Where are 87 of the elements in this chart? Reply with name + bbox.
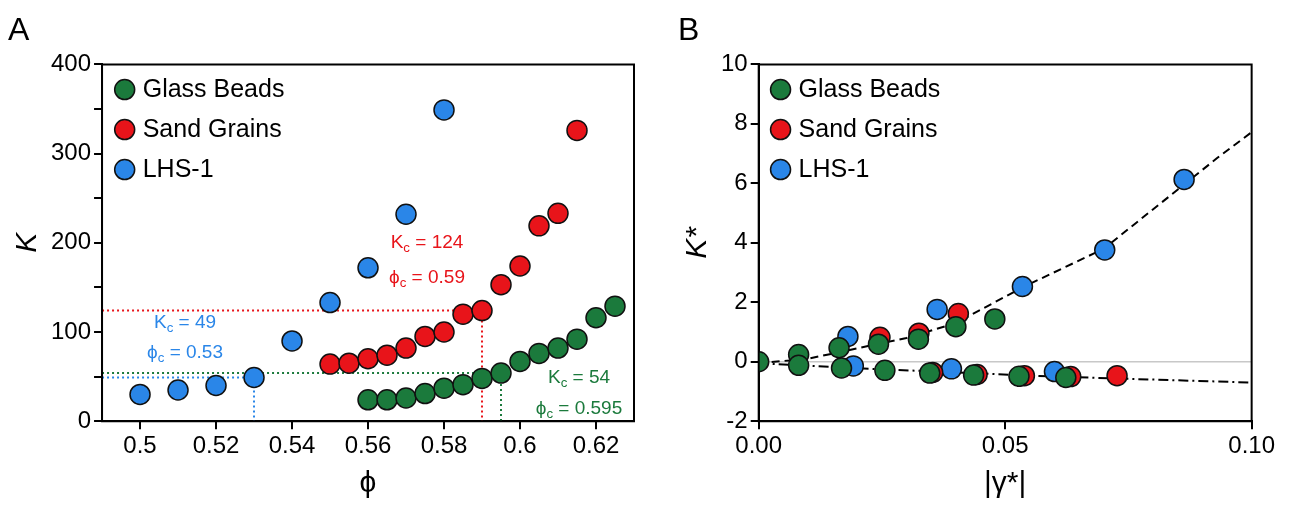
- y-tick-label: 10: [720, 49, 748, 77]
- point: [528, 215, 550, 237]
- point: [395, 203, 417, 226]
- point: [414, 325, 436, 348]
- point: [547, 202, 569, 225]
- chart-title: B: [678, 11, 700, 48]
- point: [604, 295, 626, 317]
- point: [414, 382, 436, 405]
- legend-label: Glass Beads: [142, 74, 285, 103]
- point: [471, 367, 493, 390]
- x-tick-label: 0.62: [572, 431, 620, 459]
- point: [490, 273, 512, 296]
- point: [433, 99, 455, 121]
- point: [395, 387, 417, 409]
- point: [830, 357, 853, 379]
- point: [509, 350, 531, 373]
- point: [433, 321, 455, 343]
- point: [566, 119, 588, 142]
- y-tick-label: 8: [734, 108, 748, 136]
- point: [471, 299, 493, 322]
- x-tick-label: 0.6: [503, 431, 537, 459]
- point: [926, 298, 948, 321]
- point: [129, 383, 151, 406]
- legend-label: LHS-1: [142, 154, 214, 183]
- point: [357, 348, 379, 370]
- point: [319, 353, 341, 375]
- chart-title: A: [8, 11, 30, 48]
- y-tick-label: 300: [51, 138, 92, 166]
- legend-label: Sand Grains: [798, 114, 938, 143]
- y-tick-label: 0: [734, 346, 748, 374]
- point: [1173, 168, 1195, 191]
- legend-label: LHS-1: [798, 154, 870, 183]
- point: [490, 362, 512, 384]
- point: [940, 358, 963, 380]
- x-tick-label: 0.05: [981, 431, 1029, 459]
- x-tick-label: 0.54: [268, 431, 316, 459]
- x-tick-label: 0.5: [123, 431, 157, 459]
- y-axis-title: K*: [679, 225, 713, 259]
- point: [1008, 365, 1030, 388]
- y-tick-label: 400: [51, 49, 92, 77]
- y-tick-label: 6: [734, 167, 748, 195]
- x-tick-label: 0.58: [420, 431, 468, 459]
- legend-label: Glass Beads: [798, 74, 941, 103]
- x-tick-label: 0.52: [192, 431, 240, 459]
- y-tick-label: -2: [726, 405, 748, 433]
- point: [167, 379, 189, 401]
- point: [984, 308, 1006, 330]
- point: [395, 337, 417, 359]
- point: [787, 354, 810, 377]
- point: [338, 352, 360, 374]
- point: [945, 315, 967, 338]
- point: [376, 389, 398, 411]
- y-tick-label: 200: [51, 227, 92, 255]
- point: [1011, 275, 1034, 298]
- y-tick-label: 2: [734, 286, 748, 314]
- point: [452, 303, 474, 325]
- point: [547, 337, 569, 359]
- point: [907, 328, 930, 350]
- point: [874, 359, 896, 382]
- x-tick-label: 0.10: [1228, 431, 1275, 459]
- legend-label: Sand Grains: [142, 114, 282, 143]
- x-tick-label: 0.56: [344, 431, 392, 459]
- point: [357, 257, 379, 279]
- point: [828, 337, 850, 359]
- point: [357, 389, 379, 411]
- point: [243, 366, 265, 389]
- point: [566, 328, 588, 350]
- y-axis-title: K: [9, 230, 43, 253]
- y-tick-label: 4: [734, 227, 748, 255]
- point: [528, 342, 550, 365]
- x-axis-title: |γ*|: [984, 465, 1027, 499]
- point: [376, 344, 398, 366]
- y-tick-label: 0: [77, 405, 92, 433]
- point: [509, 255, 531, 277]
- point: [585, 306, 607, 329]
- point: [205, 374, 227, 397]
- x-tick-label: 0.00: [735, 431, 783, 459]
- point: [1094, 239, 1116, 261]
- point: [867, 333, 890, 355]
- y-tick-label: 100: [51, 316, 92, 344]
- point: [1106, 364, 1128, 387]
- x-axis-title: ϕ: [359, 465, 377, 499]
- point: [452, 373, 474, 396]
- point: [281, 330, 303, 352]
- point: [319, 291, 341, 314]
- point: [1055, 366, 1077, 389]
- point: [433, 377, 455, 399]
